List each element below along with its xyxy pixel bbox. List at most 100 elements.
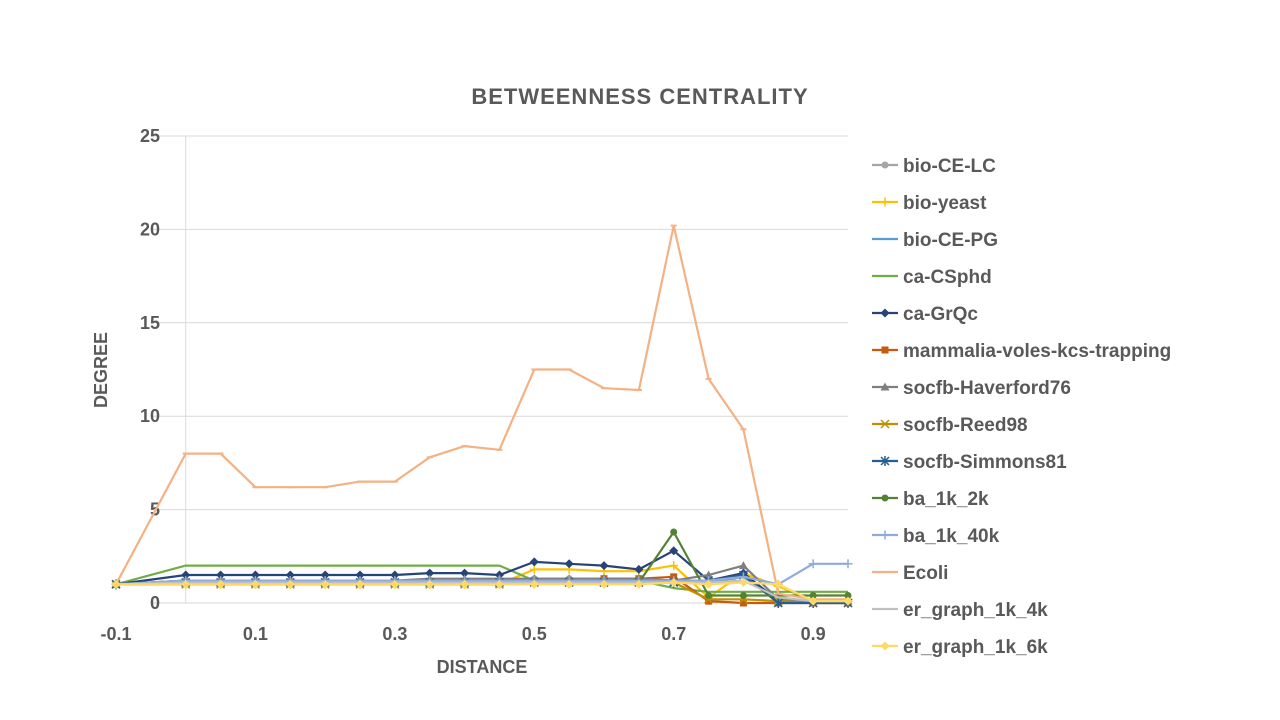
legend-item: socfb-Reed98 <box>872 415 1028 436</box>
data-point <box>216 570 226 580</box>
legend-marker <box>880 308 890 318</box>
y-tick-label: 10 <box>140 406 160 426</box>
x-tick-label: 0.5 <box>522 624 547 644</box>
legend-label: bio-yeast <box>903 193 987 214</box>
data-point <box>599 579 609 589</box>
series-Ecoli <box>113 224 851 601</box>
data-point <box>809 592 817 600</box>
data-point <box>425 568 435 578</box>
legend-label: ba_1k_2k <box>903 489 989 510</box>
legend-marker <box>880 641 890 651</box>
legend-item: ca-CSphd <box>872 267 992 288</box>
legend-label: socfb-Simmons81 <box>903 452 1067 473</box>
data-point <box>843 559 853 569</box>
data-point <box>564 579 574 589</box>
y-tick-label: 15 <box>140 313 160 333</box>
data-point <box>320 570 330 580</box>
data-point <box>494 579 504 589</box>
x-tick-labels: -0.1 0.1 0.3 0.5 0.7 0.9 <box>100 624 825 644</box>
legend-label: socfb-Reed98 <box>903 415 1028 436</box>
data-point <box>529 557 539 567</box>
y-axis-label: DEGREE <box>91 332 111 408</box>
data-point <box>390 570 400 580</box>
legend-marker <box>881 494 889 502</box>
x-tick-label: 0.9 <box>801 624 826 644</box>
legend-item: ca-GrQc <box>872 304 978 325</box>
legend-marker <box>880 382 890 391</box>
x-axis-label: DISTANCE <box>437 657 528 677</box>
chart-title: BETWEENNESS CENTRALITY <box>471 84 808 109</box>
legend-item: er_graph_1k_6k <box>872 637 1048 658</box>
y-tick-label: 0 <box>150 593 160 613</box>
series-er_graph_1k_6k <box>111 577 853 606</box>
data-point <box>738 577 748 587</box>
data-point <box>320 579 330 589</box>
data-point <box>564 559 574 569</box>
x-tick-label: 0.7 <box>661 624 686 644</box>
legend-marker <box>880 419 890 429</box>
data-point <box>250 570 260 580</box>
x-tick-label: 0.1 <box>243 624 268 644</box>
data-point <box>739 592 747 600</box>
data-point <box>529 579 539 589</box>
legend-label: ca-GrQc <box>903 304 978 325</box>
gridlines <box>152 135 848 604</box>
series-lines <box>111 224 853 608</box>
legend: bio-CE-LC bio-yeast bio-CE-PG ca-CSphd ca-Gr… <box>872 156 1171 658</box>
legend-label: socfb-Haverford76 <box>903 378 1071 399</box>
legend-item: ba_1k_2k <box>872 489 989 510</box>
data-point <box>773 579 783 589</box>
data-point <box>181 570 191 580</box>
data-point <box>250 579 260 589</box>
data-point <box>808 596 818 606</box>
data-point <box>216 579 226 589</box>
x-tick-label: -0.1 <box>100 624 131 644</box>
data-point <box>704 579 714 589</box>
data-point <box>669 577 679 587</box>
legend-marker <box>880 456 890 466</box>
data-point <box>669 546 679 556</box>
legend-label: mammalia-voles-kcs-trapping <box>903 341 1171 362</box>
series-ca-CSphd <box>115 564 848 593</box>
legend-label: ba_1k_40k <box>903 526 1000 547</box>
data-point <box>460 568 470 578</box>
series-line <box>115 564 848 593</box>
data-point <box>704 570 714 579</box>
data-point <box>285 570 295 580</box>
legend-item: socfb-Haverford76 <box>872 378 1071 399</box>
legend-marker <box>880 197 890 207</box>
data-point <box>390 579 400 589</box>
legend-label: Ecoli <box>903 563 948 584</box>
data-point <box>808 559 818 569</box>
data-point <box>425 579 435 589</box>
data-point <box>773 598 783 608</box>
legend-marker <box>880 530 890 540</box>
x-tick-label: 0.3 <box>382 624 407 644</box>
legend-item: ba_1k_40k <box>872 526 1000 547</box>
legend-marker <box>881 346 889 354</box>
legend-label: ca-CSphd <box>903 267 992 288</box>
series-line <box>116 530 848 597</box>
legend-label: er_graph_1k_6k <box>903 637 1048 658</box>
legend-label: bio-CE-PG <box>903 230 998 251</box>
data-point <box>460 579 470 589</box>
series-line <box>115 224 848 601</box>
data-point <box>111 579 121 589</box>
data-point <box>181 579 191 589</box>
legend-item: mammalia-voles-kcs-trapping <box>872 341 1171 362</box>
data-point <box>705 597 713 605</box>
legend-item: bio-yeast <box>872 193 987 214</box>
data-point <box>634 564 644 574</box>
data-point <box>355 579 365 589</box>
legend-label: bio-CE-LC <box>903 156 996 177</box>
legend-marker <box>881 161 889 169</box>
legend-item: Ecoli <box>872 563 948 584</box>
legend-label: er_graph_1k_4k <box>903 600 1048 621</box>
data-point <box>669 561 679 571</box>
data-point <box>739 599 747 607</box>
data-point <box>843 596 853 606</box>
legend-item: er_graph_1k_4k <box>872 600 1048 621</box>
series-ba_1k_2k <box>112 528 852 600</box>
